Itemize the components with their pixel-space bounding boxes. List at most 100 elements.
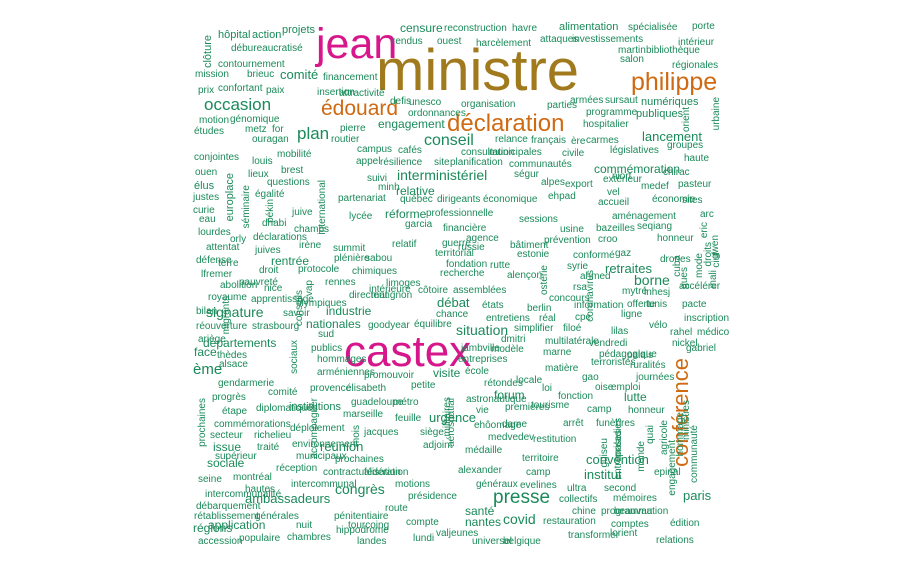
cloud-word: ouest (437, 36, 462, 47)
cloud-word: salon (620, 54, 644, 65)
cloud-word: haute (684, 153, 710, 164)
cloud-word: minh (378, 182, 400, 193)
cloud-word: chine (572, 506, 596, 517)
cloud-word: présidence (408, 491, 457, 502)
cloud-word: arméniennes (317, 367, 375, 378)
cloud-word: bibliothèque (646, 45, 700, 56)
cloud-word: comité (268, 387, 298, 398)
cloud-word: provence (310, 383, 352, 394)
cloud-word: spécialisée (628, 22, 678, 33)
cloud-word: élus (194, 180, 215, 192)
cloud-word: routier (331, 134, 360, 145)
cloud-word: dame (502, 419, 528, 430)
cloud-word: lycée (349, 211, 373, 222)
cloud-word: royaume (208, 292, 247, 303)
cloud-word: défense (196, 255, 232, 266)
cloud-word: ultra (567, 483, 587, 494)
cloud-word: équilibre (414, 319, 452, 330)
cloud-word: déclarations (253, 232, 307, 243)
cloud-word: feuille (395, 413, 422, 424)
cloud-word: orly (230, 234, 247, 245)
cloud-word: relative (396, 184, 435, 198)
cloud-word: armées (570, 95, 604, 106)
cloud-word: croo (598, 234, 618, 245)
cloud-word: intérieure (369, 284, 411, 295)
cloud-word: ehôomage (474, 420, 522, 431)
cloud-word: route (385, 503, 408, 514)
cloud-word: lutte (624, 390, 647, 404)
cloud-word: niort (612, 171, 632, 182)
cloud-word: conjointes (194, 152, 240, 163)
cloud-word: premières (505, 402, 550, 413)
cloud-word: montréal (233, 472, 272, 483)
cloud-word: sessions (519, 214, 558, 225)
cloud-word: médaille (465, 445, 503, 456)
cloud-word: ariège (198, 334, 226, 345)
cloud-word: jean (316, 20, 398, 68)
cloud-word: camp (587, 404, 612, 415)
cloud-word: curie (193, 205, 215, 216)
cloud-word: pénitentiaire (334, 511, 389, 522)
cloud-word: dirigeants (437, 194, 481, 205)
cloud-word: martin (618, 45, 646, 56)
cloud-word: réouverture (196, 321, 248, 332)
cloud-word: information (574, 300, 624, 311)
cloud-word: summit (333, 243, 366, 254)
cloud-word: tourisme (531, 400, 570, 411)
cloud-word: réforme (385, 207, 427, 221)
cloud-word: astronautique (466, 394, 527, 405)
cloud-word: sursaut (605, 95, 638, 106)
cloud-word: tourcoing (348, 520, 390, 531)
cloud-word: droit (259, 265, 279, 276)
cloud-word: matignon (371, 290, 413, 301)
cloud-word: lundi (413, 533, 435, 544)
cloud-word: nice (264, 283, 283, 294)
cloud-word: russie (458, 242, 485, 253)
cloud-word: motion (199, 115, 230, 126)
cloud-word: louis (252, 156, 273, 167)
cloud-word: interministériel (397, 167, 488, 183)
cloud-word: agence (466, 233, 499, 244)
cloud-word: médico (697, 327, 730, 338)
cloud-word: populaire (239, 533, 281, 544)
cloud-word: pédagogique (599, 349, 657, 360)
cloud-word: lieux (248, 169, 269, 180)
cloud-word: communauté (689, 425, 700, 483)
cloud-word: mois (351, 425, 362, 447)
cloud-word: municipaux (296, 451, 347, 462)
cloud-word: offerte (627, 299, 656, 310)
cloud-word: contournement (218, 59, 285, 70)
cloud-word: alimentation (559, 21, 619, 33)
cloud-word: juive (292, 207, 313, 218)
cloud-word: borne (634, 272, 670, 288)
cloud-word: débureaucratisé (231, 43, 303, 54)
cloud-word: terre (218, 258, 239, 269)
cloud-word: commémorations (214, 419, 291, 430)
cloud-word: application (208, 518, 266, 532)
cloud-word: recherche (440, 268, 485, 279)
cloud-word: côtoire (418, 285, 449, 296)
cloud-word: cpe (575, 312, 592, 323)
cloud-word: europlace (224, 173, 236, 222)
cloud-word: usine (560, 224, 584, 235)
cloud-word: rahel (670, 327, 693, 338)
cloud-word: marseille (343, 409, 384, 420)
cloud-word: mytré (622, 286, 647, 297)
cloud-word: beauvau (614, 506, 653, 517)
cloud-word: landes (357, 536, 387, 547)
cloud-word: conformé (573, 250, 615, 261)
cloud-word: prix (198, 85, 215, 96)
cloud-word: professionnelle (426, 208, 494, 219)
cloud-word: québec (400, 194, 433, 205)
cloud-word: vel (607, 187, 620, 198)
cloud-word: relations (656, 535, 694, 546)
cloud-word: rennes (325, 277, 356, 288)
cloud-word: philippe (631, 68, 718, 96)
cloud-word: loi (542, 383, 553, 394)
cloud-word: belgique (503, 536, 541, 547)
cloud-word: universel (472, 536, 513, 547)
cloud-word: inscription (684, 313, 730, 324)
cloud-word: secteur (210, 430, 243, 441)
cloud-word: alsace (219, 359, 248, 370)
cloud-word: coronavirus (585, 270, 596, 322)
